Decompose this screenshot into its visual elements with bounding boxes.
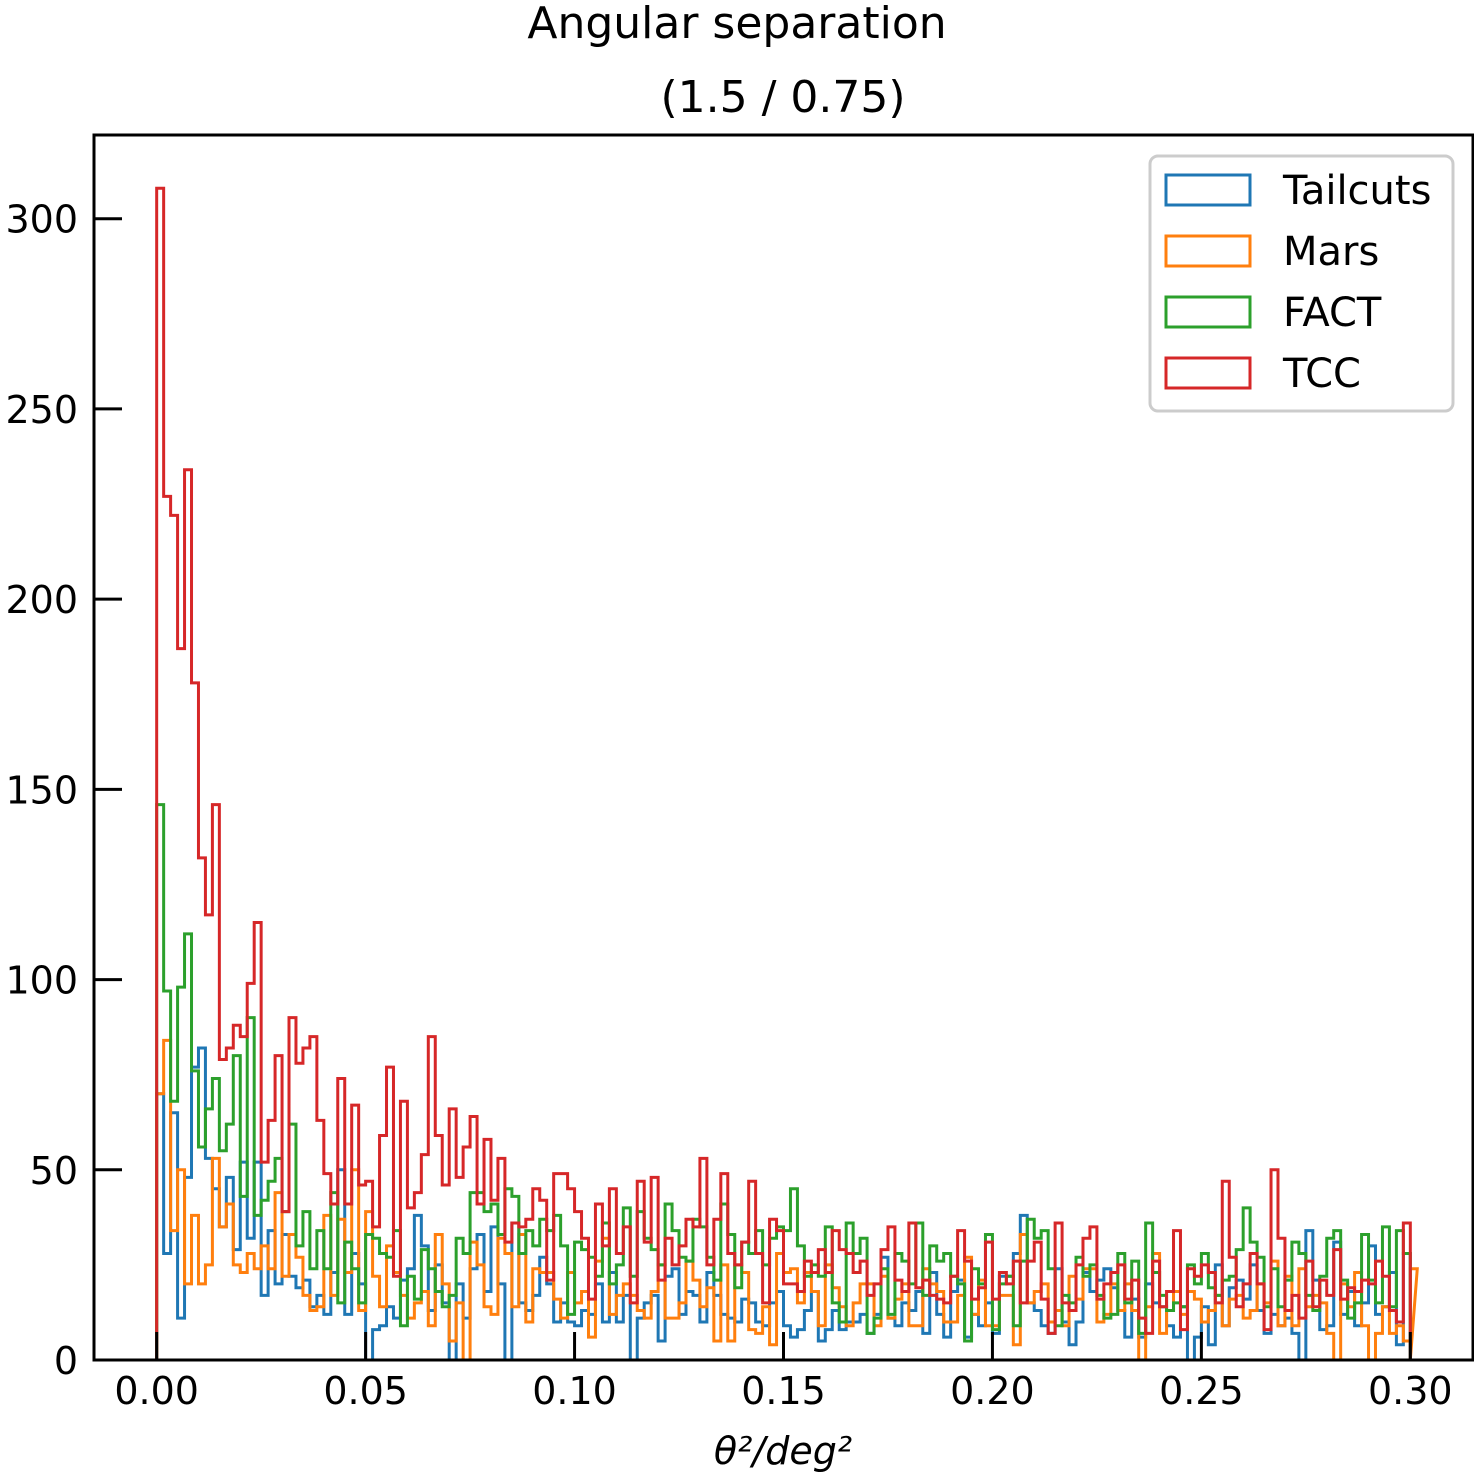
chart-title: Angular separation — [527, 0, 946, 49]
x-tick-label: 0.15 — [741, 1369, 826, 1413]
y-tick-label: 150 — [5, 768, 78, 812]
tick-layer: 0.00 0.05 0.10 0.15 0.20 0.25 0.30 0 50 100 150 200… — [5, 198, 1452, 1413]
x-tick-label: 0.20 — [950, 1369, 1035, 1413]
x-tick-label: 0.05 — [323, 1369, 408, 1413]
legend-label-mars: Mars — [1283, 229, 1379, 275]
x-tick-label: 0.10 — [532, 1369, 617, 1413]
series-layer — [155, 186, 1419, 1362]
y-tick-label: 300 — [5, 198, 78, 242]
legend-label-tailcuts: Tailcuts — [1282, 168, 1431, 214]
y-tick-label: 50 — [30, 1149, 78, 1193]
chart-subtitle: (1.5 / 0.75) — [660, 72, 905, 123]
legend-swatch-tailcuts — [1164, 173, 1252, 207]
legend-frame — [1148, 154, 1455, 413]
x-tick-label: 0.00 — [114, 1369, 199, 1413]
y-tick-label: 200 — [5, 578, 78, 622]
y-tick-label: 0 — [54, 1339, 78, 1383]
series-tcc-step — [155, 186, 1412, 1360]
legend-label-tcc: TCC — [1282, 351, 1361, 397]
series-mars-step — [155, 1038, 1419, 1362]
y-tick-label: 250 — [5, 388, 78, 432]
y-tick-label: 100 — [5, 959, 78, 1003]
legend-swatch-tcc — [1164, 356, 1252, 390]
plot-frame — [92, 133, 1474, 1362]
legend: Tailcuts Mars FACT TCC — [1148, 154, 1455, 413]
x-axis-label: θ²/deg² — [714, 1429, 852, 1473]
legend-swatch-mars — [1164, 234, 1252, 268]
x-tick-label: 0.25 — [1159, 1369, 1244, 1413]
legend-swatch-fact — [1164, 295, 1252, 329]
x-tick-label: 0.30 — [1368, 1369, 1453, 1413]
legend-label-fact: FACT — [1283, 290, 1382, 336]
